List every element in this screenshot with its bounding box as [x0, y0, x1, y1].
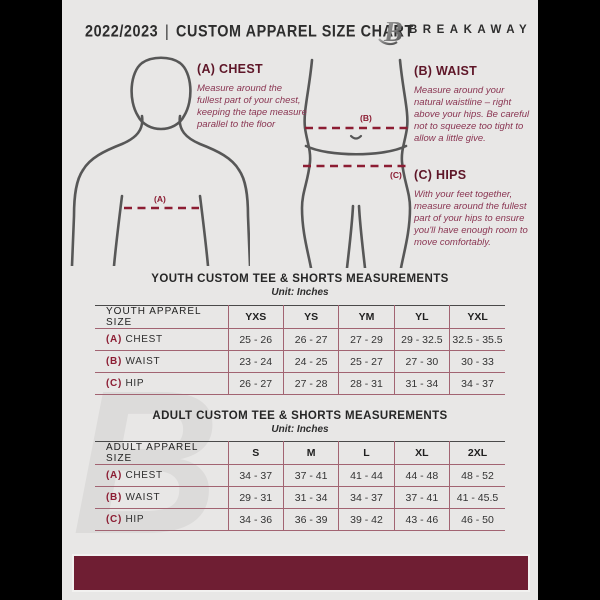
youth-chest-label: (A) CHEST: [95, 328, 228, 351]
breakaway-logo-icon: B: [375, 14, 407, 53]
hips-section-heading: (C) HIPS: [414, 168, 467, 182]
youth-table-title: YOUTH CUSTOM TEE & SHORTS MEASUREMENTS: [151, 273, 449, 285]
youth-header-ym: YM: [338, 305, 395, 329]
youth-waist-yl: 27 - 30: [393, 350, 450, 373]
adult-hip-2xl: 46 - 50: [449, 508, 505, 531]
youth-hip-yxl: 34 - 37: [449, 372, 505, 395]
chest-section-heading: (A) CHEST: [197, 62, 263, 76]
youth-hip-ys: 27 - 28: [282, 372, 339, 395]
youth-hip-label: (C) HIP: [95, 372, 228, 395]
adult-chest-label: (A) CHEST: [95, 464, 228, 487]
adult-chest-xl: 44 - 48: [393, 464, 450, 487]
page-title: CUSTOM APPAREL SIZE CHART: [176, 22, 414, 42]
youth-waist-label: (B) WAIST: [95, 350, 228, 373]
waist-marker-label: (B): [360, 113, 372, 123]
adult-waist-s: 29 - 31: [227, 486, 284, 509]
row-key: (A): [106, 334, 122, 345]
adult-header-m: M: [282, 441, 339, 465]
row-label: HIP: [125, 378, 145, 389]
row-key: (C): [106, 514, 122, 525]
upper-body-diagram: [70, 56, 250, 266]
waist-section-heading: (B) WAIST: [414, 64, 478, 78]
youth-header-size: YOUTH APPAREL SIZE: [106, 306, 202, 328]
youth-size-table: YOUTH APPAREL SIZE YXS YS YM YL YXL (A) …: [95, 305, 505, 395]
adult-hip-label: (C) HIP: [95, 508, 228, 531]
youth-header-yl: YL: [393, 305, 450, 329]
youth-header-yxl: YXL: [449, 305, 505, 329]
adult-waist-m: 31 - 34: [282, 486, 339, 509]
adult-waist-row: (B) WAIST 29 - 31 31 - 34 34 - 37 37 - 4…: [95, 486, 505, 509]
footer-bar: [72, 554, 530, 592]
adult-chest-s: 34 - 37: [227, 464, 284, 487]
youth-header-ys: YS: [282, 305, 339, 329]
header-title: 2022/2023 | CUSTOM APPAREL SIZE CHART: [85, 22, 414, 41]
poster-page: B 2022/2023 | CUSTOM APPAREL SIZE CHART B: [62, 0, 538, 600]
chest-section-body: Measure around the fullest part of your …: [197, 83, 307, 130]
row-key: (C): [106, 378, 122, 389]
row-label: WAIST: [125, 356, 161, 367]
lower-body-diagram: [300, 58, 412, 268]
adult-size-table: ADULT APPAREL SIZE S M L XL 2XL (A) CHES…: [95, 441, 505, 531]
hips-section-body: With your feet together, measure around …: [414, 189, 528, 248]
header-divider: |: [164, 22, 170, 42]
youth-hip-yxs: 26 - 27: [227, 372, 284, 395]
waist-section-body: Measure around your natural waistline – …: [414, 85, 530, 144]
adult-hip-s: 34 - 36: [227, 508, 284, 531]
youth-hip-ym: 28 - 31: [338, 372, 395, 395]
adult-header-xl: XL: [393, 441, 450, 465]
youth-waist-ym: 25 - 27: [338, 350, 395, 373]
youth-table-unit: Unit: Inches: [271, 287, 329, 298]
adult-header-l: L: [338, 441, 395, 465]
row-label: WAIST: [125, 492, 161, 503]
adult-hip-xl: 43 - 46: [393, 508, 450, 531]
adult-waist-label: (B) WAIST: [95, 486, 228, 509]
row-label: CHEST: [125, 470, 163, 481]
youth-chest-ys: 26 - 27: [282, 328, 339, 351]
youth-chest-row: (A) CHEST 25 - 26 26 - 27 27 - 29 29 - 3…: [95, 328, 505, 351]
youth-header-yxs: YXS: [227, 305, 284, 329]
row-label: HIP: [125, 514, 145, 525]
row-key: (B): [106, 492, 122, 503]
adult-table-unit: Unit: Inches: [271, 424, 329, 435]
adult-hip-l: 39 - 42: [338, 508, 395, 531]
adult-chest-2xl: 48 - 52: [449, 464, 505, 487]
adult-hip-row: (C) HIP 34 - 36 36 - 39 39 - 42 43 - 46 …: [95, 508, 505, 531]
youth-chest-ym: 27 - 29: [338, 328, 395, 351]
adult-header-size: ADULT APPAREL SIZE: [106, 442, 199, 464]
adult-header-row: ADULT APPAREL SIZE S M L XL 2XL: [95, 441, 505, 465]
row-label: CHEST: [125, 334, 163, 345]
youth-hip-yl: 31 - 34: [393, 372, 450, 395]
youth-waist-row: (B) WAIST 23 - 24 24 - 25 25 - 27 27 - 3…: [95, 350, 505, 373]
youth-chest-yxl: 32.5 - 35.5: [449, 328, 505, 351]
youth-waist-ys: 24 - 25: [282, 350, 339, 373]
adult-waist-2xl: 41 - 45.5: [449, 486, 505, 509]
adult-chest-row: (A) CHEST 34 - 37 37 - 41 41 - 44 44 - 4…: [95, 464, 505, 487]
youth-waist-yxs: 23 - 24: [227, 350, 284, 373]
adult-waist-l: 34 - 37: [338, 486, 395, 509]
adult-waist-xl: 37 - 41: [393, 486, 450, 509]
adult-header-2xl: 2XL: [449, 441, 505, 465]
header: 2022/2023 | CUSTOM APPAREL SIZE CHART B BR…: [62, 16, 538, 56]
youth-waist-yxl: 30 - 33: [449, 350, 505, 373]
chest-marker-label: (A): [154, 194, 166, 204]
row-key: (B): [106, 356, 122, 367]
row-key: (A): [106, 470, 122, 481]
logo-letter: B: [383, 17, 403, 48]
adult-hip-m: 36 - 39: [282, 508, 339, 531]
youth-header-row: YOUTH APPAREL SIZE YXS YS YM YL YXL: [95, 305, 505, 329]
youth-hip-row: (C) HIP 26 - 27 27 - 28 28 - 31 31 - 34 …: [95, 372, 505, 395]
adult-header-s: S: [227, 441, 284, 465]
header-edition: 2022/2023: [85, 22, 159, 42]
brand-name: BREAKAWAY: [409, 24, 533, 36]
adult-chest-m: 37 - 41: [282, 464, 339, 487]
adult-chest-l: 41 - 44: [338, 464, 395, 487]
hips-marker-label: (C): [390, 170, 402, 180]
youth-chest-yxs: 25 - 26: [227, 328, 284, 351]
youth-chest-yl: 29 - 32.5: [393, 328, 450, 351]
adult-table-title: ADULT CUSTOM TEE & SHORTS MEASUREMENTS: [152, 410, 448, 422]
